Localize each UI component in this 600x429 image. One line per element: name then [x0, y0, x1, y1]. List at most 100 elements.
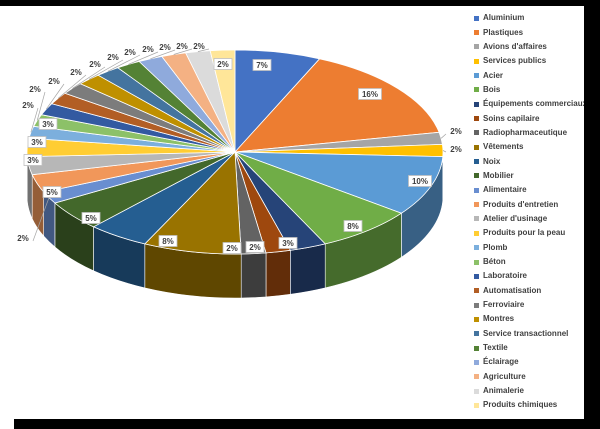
- data-label-box: [278, 237, 298, 249]
- legend-item-automatisation[interactable]: Automatisation: [474, 284, 587, 298]
- legend-marker-icon: [474, 259, 479, 265]
- legend-label: Équipements commerciaux: [483, 99, 588, 109]
- legend-item-produits-pour-la-peau[interactable]: Produits pour la peau: [474, 226, 587, 240]
- legend-marker-icon: [474, 331, 479, 337]
- legend-label: Vêtements: [483, 142, 524, 152]
- legend-label: Mobilier: [483, 170, 514, 180]
- leader-line: [32, 197, 50, 242]
- legend-item-plastiques[interactable]: Plastiques: [474, 25, 587, 39]
- legend-marker-icon: [474, 58, 479, 64]
- pie-slice-wall-equipements-commerciaux: [290, 243, 326, 295]
- legend-label: Plastiques: [483, 27, 524, 37]
- pie-slice-vetements[interactable]: [144, 151, 242, 255]
- legend-marker-icon: [474, 87, 479, 93]
- pie-slice-produits-chimiques[interactable]: [209, 49, 236, 153]
- legend-label: Animalerie: [483, 386, 524, 396]
- legend-label: Laboratoire: [483, 271, 528, 281]
- legend-item-avions-d-affaires[interactable]: Avions d'affaires: [474, 40, 587, 54]
- legend-item-acier[interactable]: Acier: [474, 68, 587, 82]
- legend-item-mobilier[interactable]: Mobilier: [474, 169, 587, 183]
- legend-item-soins-capilaire[interactable]: Soins capilaire: [474, 111, 587, 125]
- legend-item-radiopharmaceutique[interactable]: Radiopharmaceutique: [474, 126, 587, 140]
- legend-item-equipements-commerciaux[interactable]: Équipements commerciaux: [474, 97, 587, 111]
- legend-label: Atelier d'usinage: [483, 213, 548, 223]
- legend-marker-icon: [474, 245, 479, 251]
- legend-item-animalerie[interactable]: Animalerie: [474, 384, 587, 398]
- data-label-box: [252, 59, 272, 71]
- leader-line: [30, 107, 39, 133]
- pie-3d-walls: [26, 151, 444, 299]
- legend-label: Béton: [483, 257, 506, 267]
- legend-item-montres[interactable]: Montres: [474, 312, 587, 326]
- legend-item-textile[interactable]: Textile: [474, 341, 587, 355]
- data-label: 8%: [347, 222, 359, 231]
- frame-top: [0, 0, 600, 6]
- leader-line: [46, 83, 65, 110]
- legend-item-alimentaire[interactable]: Alimentaire: [474, 183, 587, 197]
- legend-label: Service transactionnel: [483, 328, 569, 338]
- legend-item-eclairage[interactable]: Éclairage: [474, 355, 587, 369]
- data-label-box: [245, 241, 265, 253]
- legend-label: Agriculture: [483, 371, 526, 381]
- legend-item-ferroviaire[interactable]: Ferroviaire: [474, 298, 587, 312]
- legend-item-laboratoire[interactable]: Laboratoire: [474, 269, 587, 283]
- legend-marker-icon: [474, 273, 479, 279]
- legend-item-services-publics[interactable]: Services publics: [474, 54, 587, 68]
- legend-label: Produits pour la peau: [483, 228, 566, 238]
- legend-marker-icon: [474, 216, 479, 222]
- legend-item-produits-d-entretien[interactable]: Produits d'entretien: [474, 197, 587, 211]
- leader-line: [173, 48, 193, 55]
- legend-marker-icon: [474, 202, 479, 208]
- data-label-box: [343, 220, 363, 232]
- legend-item-plomb[interactable]: Plomb: [474, 241, 587, 255]
- legend-label: Ferroviaire: [483, 300, 525, 310]
- legend-item-vetements[interactable]: Vêtements: [474, 140, 587, 154]
- legend-label: Montres: [483, 314, 515, 324]
- legend-label: Avions d'affaires: [483, 41, 547, 51]
- leader-line: [88, 59, 124, 80]
- data-label: 2%: [89, 60, 101, 69]
- legend-label: Plomb: [483, 242, 508, 252]
- legend-item-aluminium[interactable]: Aluminium: [474, 11, 587, 25]
- legend-item-produits-chimiques[interactable]: Produits chimiques: [474, 398, 587, 412]
- leader-line: [197, 48, 210, 52]
- legend-marker-icon: [474, 173, 479, 179]
- legend-label: Éclairage: [483, 357, 519, 367]
- pie-slice-plastiques[interactable]: [234, 58, 440, 153]
- data-labels: 7% 16% 2% 2% 10% 8% 3% 2% 2% 8% 5% 5% 2% 3% 3% 3% 2% 2% 2%…: [17, 42, 462, 254]
- leader-line: [150, 49, 176, 60]
- legend-label: Noix: [483, 156, 501, 166]
- legend-label: Aluminium: [483, 13, 525, 23]
- legend-item-atelier-d-usinage[interactable]: Atelier d'usinage: [474, 212, 587, 226]
- data-label: 2%: [22, 101, 34, 110]
- legend-label: Textile: [483, 343, 508, 353]
- legend-label: Bois: [483, 84, 501, 94]
- legend-marker-icon: [474, 101, 479, 107]
- legend-item-bois[interactable]: Bois: [474, 83, 587, 97]
- data-label-box: [408, 175, 432, 187]
- legend-item-service-transactionnel[interactable]: Service transactionnel: [474, 327, 587, 341]
- label-leader-lines: [30, 48, 447, 242]
- data-label: 5%: [85, 214, 97, 223]
- legend-marker-icon: [474, 374, 479, 380]
- data-label: 2%: [107, 53, 119, 62]
- data-label: 2%: [249, 243, 261, 252]
- legend-marker-icon: [474, 15, 479, 21]
- leader-line: [440, 133, 447, 139]
- data-label-box: [38, 118, 58, 130]
- leader-line: [57, 74, 87, 99]
- data-label-box: [23, 154, 43, 166]
- data-label: 2%: [70, 68, 82, 77]
- legend-label: Produits chimiques: [483, 400, 558, 410]
- data-label: 3%: [42, 120, 54, 129]
- legend-label: Radiopharmaceutique: [483, 127, 568, 137]
- data-label: 2%: [124, 48, 136, 57]
- legend-item-agriculture[interactable]: Agriculture: [474, 370, 587, 384]
- legend-marker-icon: [474, 187, 479, 193]
- legend-marker-icon: [474, 30, 479, 36]
- legend-item-noix[interactable]: Noix: [474, 154, 587, 168]
- data-label: 7%: [256, 61, 268, 70]
- legend-item-beton[interactable]: Béton: [474, 255, 587, 269]
- data-label: 2%: [226, 244, 238, 253]
